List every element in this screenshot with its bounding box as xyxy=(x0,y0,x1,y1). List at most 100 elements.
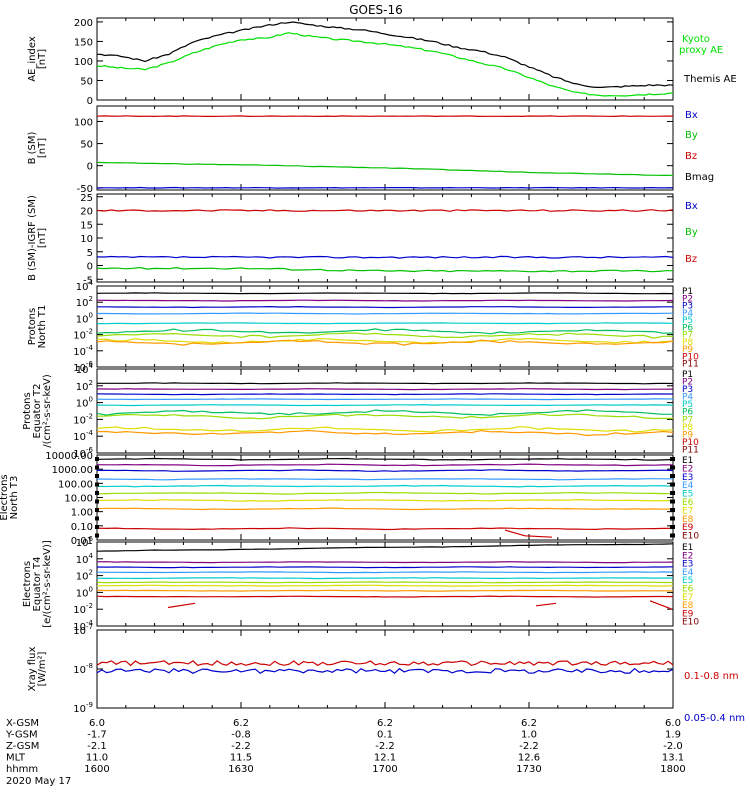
y-tick-label-base: 10 xyxy=(76,298,89,309)
marker-square xyxy=(95,533,99,538)
y-tick-label-exp: 0 xyxy=(89,396,93,404)
flux-line-p1 xyxy=(97,382,674,385)
y-tick-label: 100 xyxy=(74,117,93,128)
y-axis-label: ProtonsNorth T1 xyxy=(27,305,48,349)
flux-line-p9 xyxy=(96,339,674,346)
flux-line-p9 xyxy=(96,429,674,437)
flux-line-p7 xyxy=(96,413,674,420)
y-tick-label: 1000.00 xyxy=(52,465,93,476)
y-tick-label: 10-2 xyxy=(73,328,93,342)
legend-p9: P9 xyxy=(682,345,693,355)
legend-p11: P11 xyxy=(682,445,699,455)
y-tick-label: 5 xyxy=(87,248,93,259)
marker-square xyxy=(670,533,675,538)
footer-value: -2.2 xyxy=(231,741,251,752)
footer-value: 6.2 xyxy=(521,718,537,729)
panel-6: 10000.00 1000.00 100.00 10.00 1.00 0.10 0.01 El… xyxy=(0,451,699,547)
y-axis-label: ProtonsEquator T2/(cm²-s-sr-keV) xyxy=(22,374,53,448)
legend-themis: Themis AE xyxy=(683,74,737,85)
legend-p7: P7 xyxy=(682,415,693,425)
legend-p8: P8 xyxy=(682,423,693,433)
marker-square xyxy=(670,499,675,504)
legend-kyoto-line: proxy AE xyxy=(679,45,723,56)
legend-p5: P5 xyxy=(682,400,693,410)
legend-e3: E3 xyxy=(682,560,693,570)
y-tick-label: 10-6 xyxy=(73,360,93,374)
legend-p10: P10 xyxy=(682,352,699,362)
flux-line-p3 xyxy=(96,393,673,396)
legend-e8: E8 xyxy=(682,601,694,611)
y-tick-label: 100 xyxy=(74,57,93,68)
y-tick-label: 15 xyxy=(80,220,93,231)
y-axis-label-line: Equator T4 xyxy=(32,557,43,612)
legend-p10: P10 xyxy=(682,438,699,448)
y-tick-label: 10-4 xyxy=(73,619,93,633)
footer-row-label: MLT xyxy=(6,753,26,764)
y-tick-label: 50 xyxy=(80,140,93,151)
legend-bx: Bx xyxy=(685,110,698,121)
flux-line-e3 xyxy=(96,469,674,472)
y-tick-label: 10-8 xyxy=(73,662,93,676)
plot-title: GOES-16 xyxy=(349,3,403,17)
orbit-footer: X-GSMY-GSMZ-GSMMLThhmm6.0-1.7-2.111.0160… xyxy=(5,718,686,787)
y-tick-label: 0.01 xyxy=(71,536,93,547)
xray-series-line xyxy=(96,660,674,667)
y-tick-label-exp: 2 xyxy=(89,295,93,303)
flux-line-e1 xyxy=(96,457,674,461)
flux-line-p7 xyxy=(96,332,673,339)
series-line-by xyxy=(96,266,673,273)
legend-e1: E1 xyxy=(682,456,693,466)
y-axis-label-line: Electrons xyxy=(22,561,33,607)
flux-line-e6 xyxy=(96,581,673,584)
y-tick-label: 10.00 xyxy=(64,494,93,505)
y-tick-label-base: 10 xyxy=(73,432,86,443)
y-axis-label-line: Xray flux xyxy=(27,647,38,692)
marker-square xyxy=(95,525,99,529)
flux-line-p1 xyxy=(96,292,674,295)
y-tick-label-exp: 2 xyxy=(89,379,93,387)
y-tick-label-base: 10 xyxy=(76,538,89,549)
y-tick-label: 50 xyxy=(80,76,93,87)
legend-e3: E3 xyxy=(682,473,693,483)
marker-square xyxy=(670,482,675,487)
y-axis-label-line: B (SM)-IGRF (SM) xyxy=(27,195,38,281)
footer-value: 1.9 xyxy=(665,730,681,741)
footer-value: 6.0 xyxy=(89,718,105,729)
y-tick-label: 0.10 xyxy=(71,522,93,533)
legend-kyoto-line: Kyoto xyxy=(682,34,710,45)
legend-bz: Bz xyxy=(685,151,697,162)
legend-e6: E6 xyxy=(682,498,694,508)
footer-value: 0.1 xyxy=(377,730,393,741)
flux-line-p8 xyxy=(96,426,674,433)
flux-line-e4 xyxy=(96,478,673,481)
y-tick-label: 25 xyxy=(80,193,93,204)
marker-square xyxy=(95,508,99,512)
y-tick-label: 10 xyxy=(80,234,93,245)
legend-e1: E1 xyxy=(682,543,693,553)
y-axis-label-line: B (SM) xyxy=(27,131,38,164)
legend-bz: Bz xyxy=(685,254,697,265)
flux-line-e1 xyxy=(96,543,674,552)
panel-2: 100 50 0 -50 B (SM)[nT] Bx By Bz Bmag xyxy=(27,105,714,195)
y-tick-label-exp: 2 xyxy=(89,569,93,577)
legend-p3: P3 xyxy=(682,302,693,312)
legend-p7: P7 xyxy=(682,331,693,341)
legend-p4: P4 xyxy=(682,393,693,403)
y-tick-label-base: 10 xyxy=(76,588,89,599)
y-tick-label: 1.00 xyxy=(71,508,93,519)
legend-p3: P3 xyxy=(682,385,693,395)
footer-value: 1.0 xyxy=(521,730,537,741)
legend-p6: P6 xyxy=(682,323,693,333)
flux-line-e7 xyxy=(96,584,674,587)
y-axis-label-line: Equator T2 xyxy=(32,384,43,439)
y-tick-label-base: 10 xyxy=(73,347,86,358)
legend-e10: E10 xyxy=(682,618,699,628)
y-axis-label-line: [nT] xyxy=(37,138,48,158)
marker-square xyxy=(95,474,99,478)
y-tick-label-base: 10 xyxy=(76,555,89,566)
y-tick-label: 100 xyxy=(76,396,93,410)
series-line-bz xyxy=(96,209,674,212)
y-tick-label: 104 xyxy=(76,552,94,566)
legend-p2: P2 xyxy=(682,294,693,304)
